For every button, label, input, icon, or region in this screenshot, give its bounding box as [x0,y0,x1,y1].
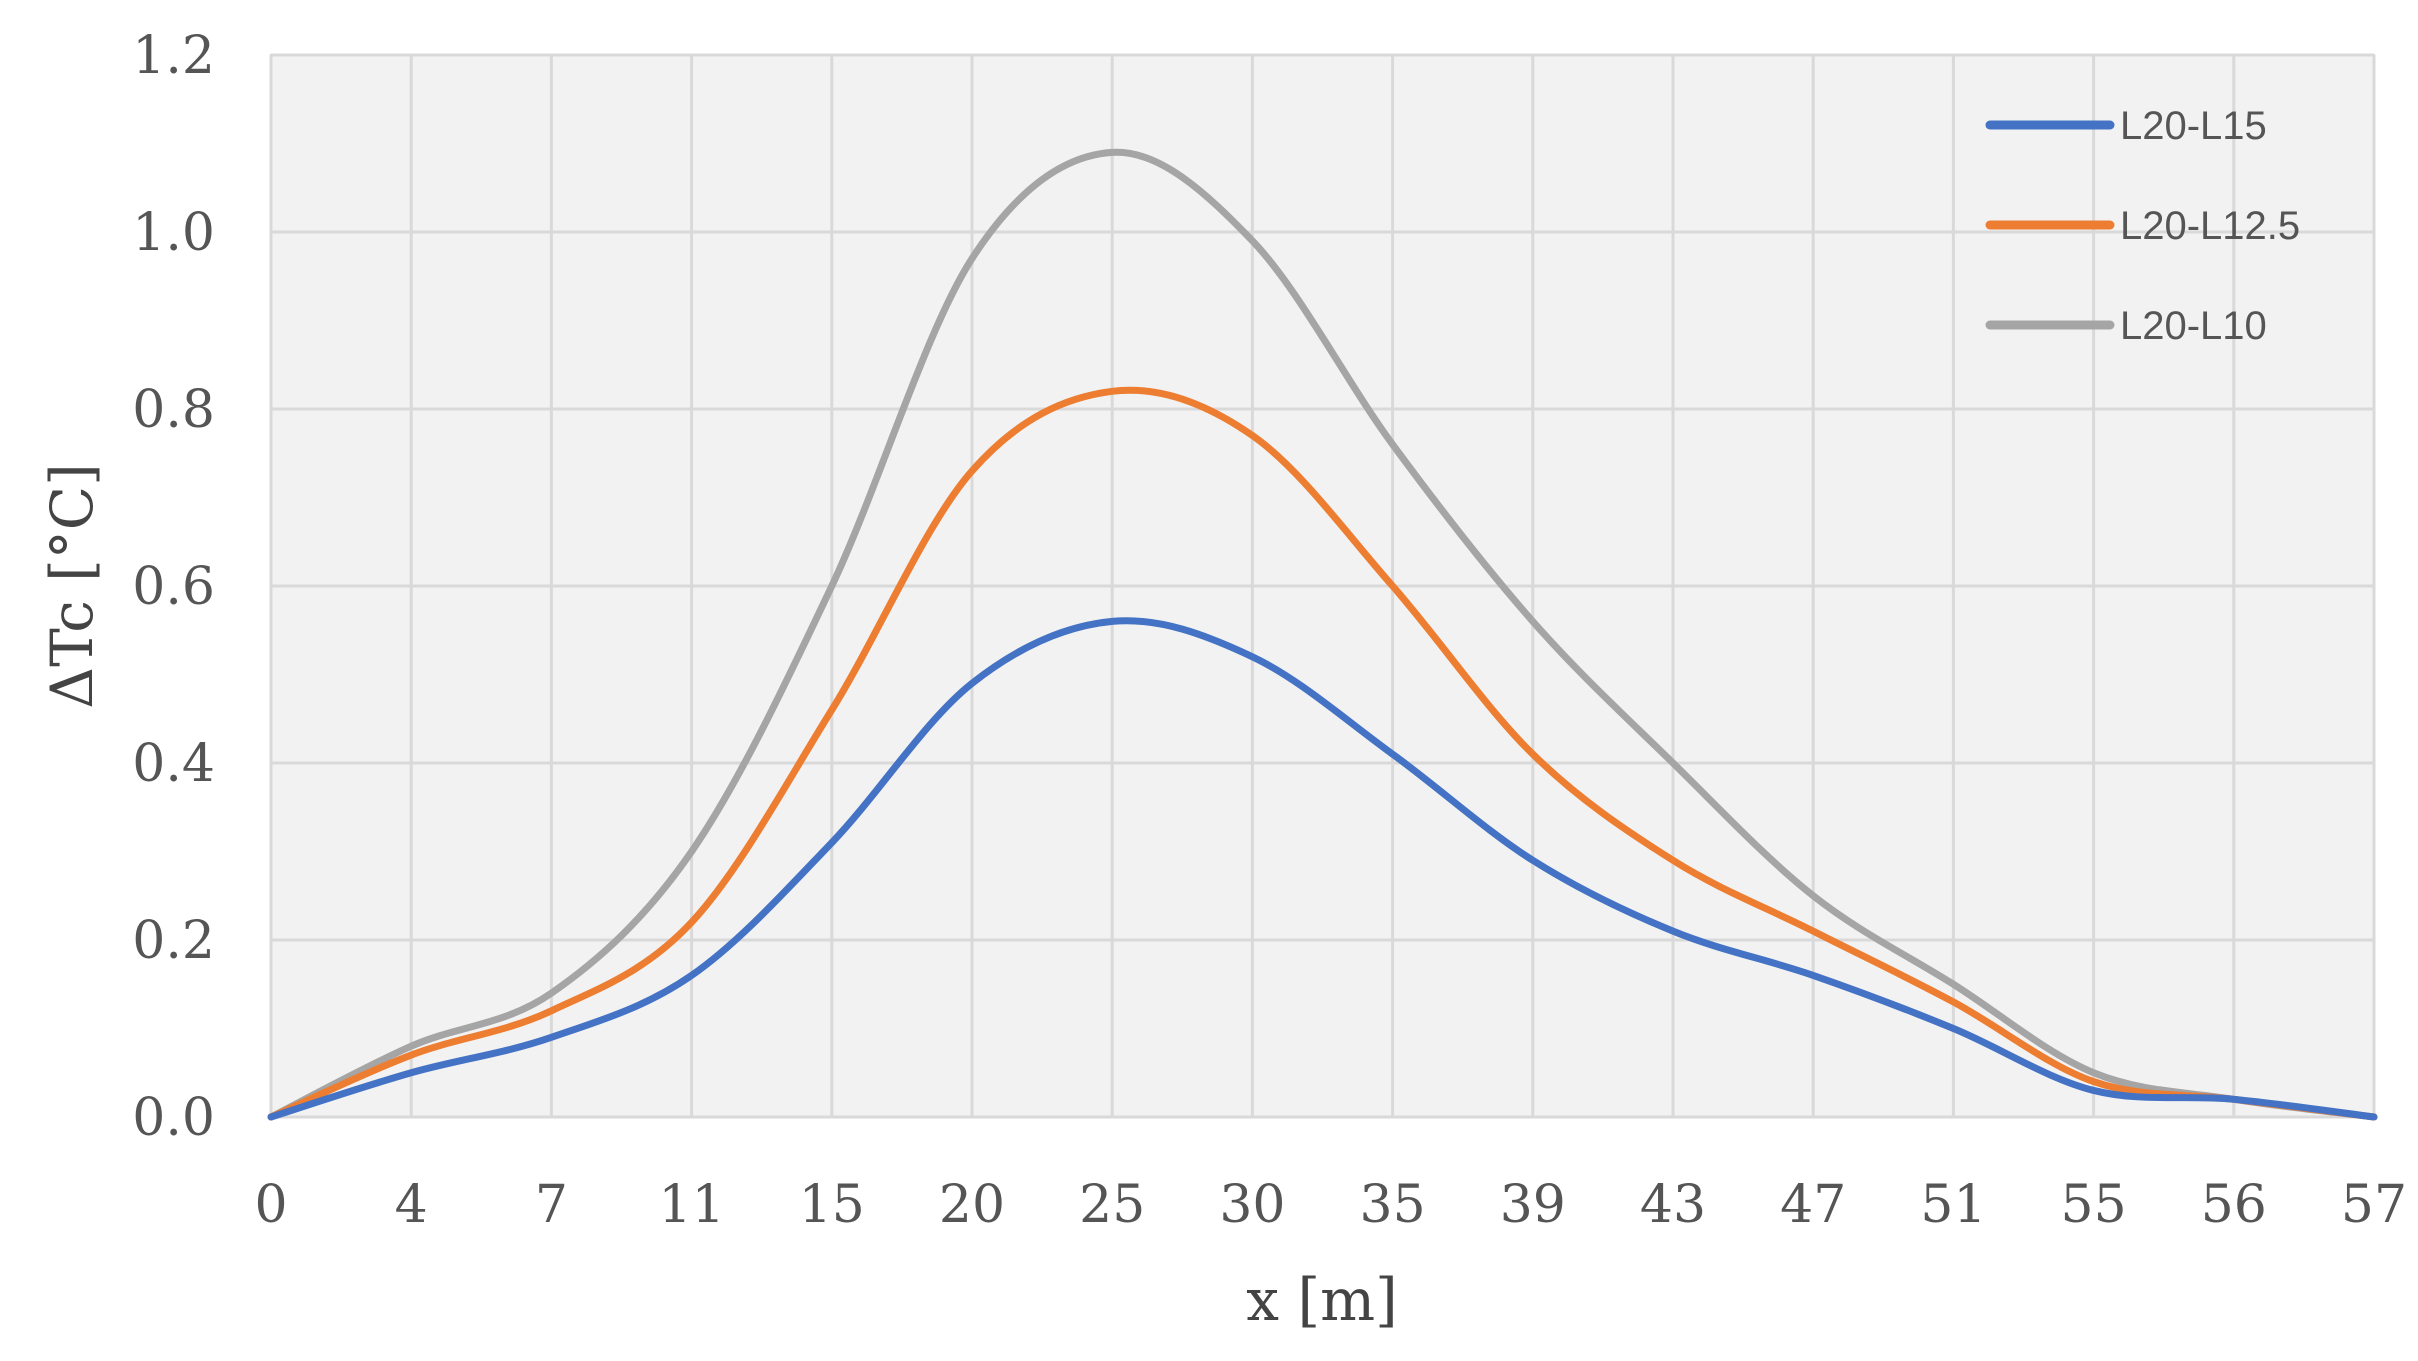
x-tick-label: 30 [1219,1175,1285,1235]
series-lines [267,148,2378,1121]
y-tick-label: 0.6 [132,557,215,617]
legend-label-l20-l10: L20-L10 [2120,304,2267,348]
x-tick-label: 35 [1360,1175,1426,1235]
y-tick-label: 1.2 [132,26,215,86]
x-tick-label: 11 [659,1175,725,1235]
series-line-l20-l12-5 [267,386,2378,1121]
y-tick-label: 0.0 [132,1088,215,1148]
x-tick-label: 47 [1780,1175,1846,1235]
x-axis-title: x [m] [1246,1266,1397,1334]
x-axis-ticks: 0 4 7 11 15 20 25 30 35 39 43 47 51 55 56 57 [254,1175,2407,1235]
legend-label-l20-l12-5: L20-L12.5 [2120,204,2300,248]
x-tick-label: 0 [254,1175,287,1235]
x-tick-label: 25 [1079,1175,1145,1235]
y-tick-label: 0.4 [132,734,215,794]
x-tick-label: 43 [1640,1175,1706,1235]
x-tick-label: 15 [799,1175,865,1235]
x-tick-label: 20 [939,1175,1005,1235]
x-tick-label: 56 [2201,1175,2267,1235]
x-tick-label: 7 [535,1175,568,1235]
grid-lines [269,53,2376,1119]
y-axis-title: ΔTc [°C] [38,463,106,709]
x-tick-label: 4 [395,1175,428,1235]
y-axis-ticks: 0.0 0.2 0.4 0.6 0.8 1.0 1.2 [132,26,215,1148]
legend-label-l20-l15: L20-L15 [2120,104,2267,148]
y-tick-label: 1.0 [132,203,215,263]
y-tick-label: 0.8 [132,380,215,440]
x-tick-label: 51 [1920,1175,1986,1235]
legend: L20-L15 L20-L12.5 L20-L10 [1985,104,2300,348]
x-tick-label: 55 [2061,1175,2127,1235]
y-tick-label: 0.2 [132,911,215,971]
x-tick-label: 57 [2341,1175,2407,1235]
x-tick-label: 39 [1500,1175,1566,1235]
series-line-l20-l15 [267,617,2378,1121]
series-line-l20-l10 [267,148,2378,1121]
